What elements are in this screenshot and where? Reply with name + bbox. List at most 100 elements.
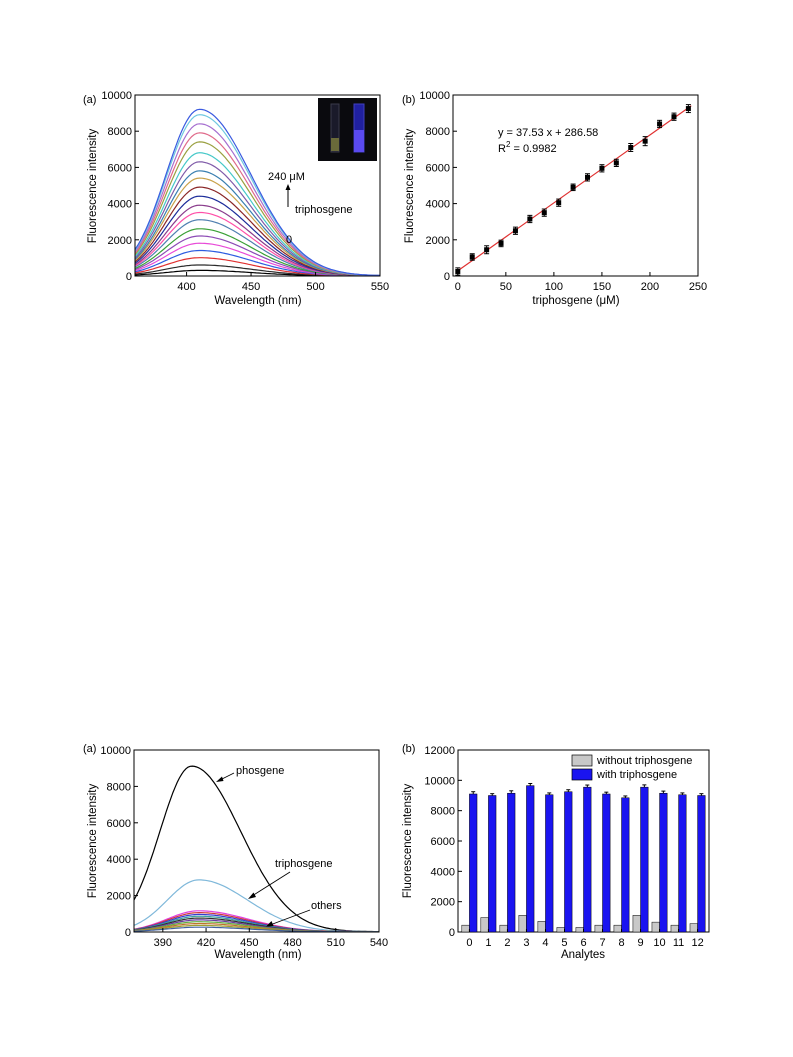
- chart-b-x-tick-label: 50: [500, 281, 512, 293]
- legend-label-without: without triphosgene: [596, 755, 692, 767]
- chart-d-x-tick-label: 10: [653, 937, 665, 949]
- bar-without-triphosgene: [632, 915, 641, 933]
- chart-b-x-tick-label: 0: [455, 281, 461, 293]
- bar-without-triphosgene: [651, 921, 660, 933]
- bar-with-triphosgene: [488, 795, 497, 933]
- bar-without-triphosgene: [594, 924, 603, 933]
- data-point: [498, 240, 504, 246]
- chart-d-x-tick-label: 4: [542, 937, 548, 949]
- chart-d-y-tick-label: 12000: [424, 745, 455, 757]
- chart-c-label-phosgene: phosgene: [236, 765, 284, 777]
- chart-c-x-tick-label: 420: [197, 937, 215, 949]
- bar-with-triphosgene: [526, 785, 535, 933]
- chart-c-x-label: Wavelength (nm): [214, 949, 301, 961]
- chart-d-x-tick-label: 1: [485, 937, 491, 949]
- chart-d: 0 1 2 3 4 5 6 7 8 9 10 11 12 02000400060008000100001…: [402, 743, 710, 961]
- data-point: [455, 268, 461, 274]
- vial-photo-inset: [318, 98, 377, 161]
- bar-without-triphosgene: [556, 927, 565, 933]
- chart-d-bars: [461, 783, 706, 933]
- bar-without-triphosgene: [537, 921, 546, 933]
- chart-c-panel-label: (a): [83, 743, 96, 755]
- chart-a-frame: [134, 94, 381, 277]
- chart-a-label-zero: 0: [286, 234, 292, 246]
- chart-a-arrow-head: [285, 184, 291, 190]
- chart-d-legend: without triphosgene with triphosgene: [571, 754, 692, 781]
- chart-c-label-triphosgene: triphosgene: [275, 858, 333, 870]
- bar-with-triphosgene: [697, 795, 706, 933]
- data-point: [628, 144, 634, 150]
- chart-a-y-tick-label: 6000: [108, 162, 132, 174]
- chart-a-y-tick-label: 0: [126, 271, 132, 283]
- chart-c-y-tick-label: 10000: [100, 745, 131, 757]
- data-point: [556, 200, 562, 206]
- chart-d-x-tick-label: 6: [580, 937, 586, 949]
- bar-with-triphosgene: [602, 793, 611, 933]
- chart-d-x-tick-label: 8: [618, 937, 624, 949]
- chart-b-equation: y = 37.53 x + 286.58: [498, 127, 598, 139]
- chart-d-x-tick-label: 9: [637, 937, 643, 949]
- bar-with-triphosgene: [583, 786, 592, 933]
- data-point: [613, 160, 619, 166]
- chart-c-y-tick-label: 0: [125, 927, 131, 939]
- chart-c-others-arrowhead: [266, 921, 274, 927]
- chart-b-r-squared: R2 = 0.9982: [498, 140, 557, 155]
- chart-d-x-tick-label: 11: [673, 937, 684, 949]
- chart-b-y-tick-label: 10000: [419, 90, 450, 102]
- chart-d-x-tick-label: 2: [504, 937, 510, 949]
- phosgene-curve: [133, 765, 379, 933]
- chart-d-y-tick-label: 4000: [431, 866, 455, 878]
- data-point: [642, 138, 648, 144]
- chart-b-y-tick-label: 6000: [426, 162, 450, 174]
- chart-a-x-tick-label: 450: [242, 281, 260, 293]
- chart-c-y-tick-label: 2000: [107, 891, 131, 903]
- chart-b-x-ticks: 0 50 100 150 200 250: [455, 272, 707, 293]
- chart-b-x-tick-label: 250: [689, 281, 707, 293]
- bar-with-triphosgene: [469, 793, 478, 933]
- chart-b-y-ticks: 0 2000 4000 6000 8000 10000: [419, 90, 457, 283]
- bar-without-triphosgene: [575, 927, 584, 933]
- chart-b-y-tick-label: 2000: [426, 235, 450, 247]
- chart-a-x-ticks: 400 450 500 550: [177, 272, 389, 293]
- bar-with-triphosgene: [507, 792, 516, 933]
- chart-b-x-tick-label: 200: [641, 281, 659, 293]
- bar-without-triphosgene: [461, 924, 470, 933]
- chart-d-y-tick-label: 6000: [431, 836, 455, 848]
- data-point: [541, 210, 547, 216]
- bar-with-triphosgene: [659, 792, 668, 933]
- chart-c-x-ticks: 390 420 450 480 510 540: [154, 928, 388, 949]
- chart-a-y-tick-label: 4000: [108, 199, 132, 211]
- chart-b-points: [455, 104, 691, 276]
- bar-with-triphosgene: [545, 794, 554, 933]
- chart-d-y-label: Fluorescence intensity: [402, 784, 414, 899]
- chart-a-y-ticks: 0 2000 4000 6000 8000 10000: [101, 90, 139, 283]
- data-point: [512, 228, 518, 234]
- chart-b-panel-label: (b): [402, 94, 415, 106]
- chart-a-y-tick-label: 2000: [108, 235, 132, 247]
- chart-c-frame: [133, 749, 380, 933]
- data-point: [527, 216, 533, 222]
- bar-without-triphosgene: [499, 924, 508, 933]
- chart-d-x-tick-label: 3: [523, 937, 529, 949]
- chart-c: 390 420 450 480 510 540 0 2000 4000 6000 8000 1000…: [83, 743, 388, 961]
- chart-d-y-ticks: 0 2000 4000 6000 8000 10000 12000: [424, 745, 462, 939]
- chart-d-x-tick-label: 12: [691, 937, 703, 949]
- chart-c-phosgene-arrowhead: [216, 776, 224, 782]
- chart-d-y-tick-label: 10000: [424, 775, 455, 787]
- chart-c-y-tick-label: 4000: [107, 854, 131, 866]
- chart-b: 0 50 100 150 200 250 0 2000 4000 6000 8000 10000 (…: [402, 90, 707, 307]
- chart-c-triphosgene-arrow: [251, 871, 291, 897]
- chart-a-x-tick-label: 500: [306, 281, 324, 293]
- chart-d-x-ticks: 0 1 2 3 4 5 6 7 8 9 10 11 12: [466, 929, 704, 949]
- chart-b-x-tick-label: 150: [593, 281, 611, 293]
- data-point: [570, 184, 576, 190]
- chart-c-x-tick-label: 390: [154, 937, 172, 949]
- chart-c-x-tick-label: 510: [327, 937, 345, 949]
- chart-a-panel-label: (a): [83, 94, 96, 106]
- data-point: [671, 114, 677, 120]
- chart-c-others-arrow: [269, 909, 311, 926]
- chart-d-x-tick-label: 0: [466, 937, 472, 949]
- chart-b-y-tick-label: 0: [444, 271, 450, 283]
- bar-with-triphosgene: [564, 791, 573, 933]
